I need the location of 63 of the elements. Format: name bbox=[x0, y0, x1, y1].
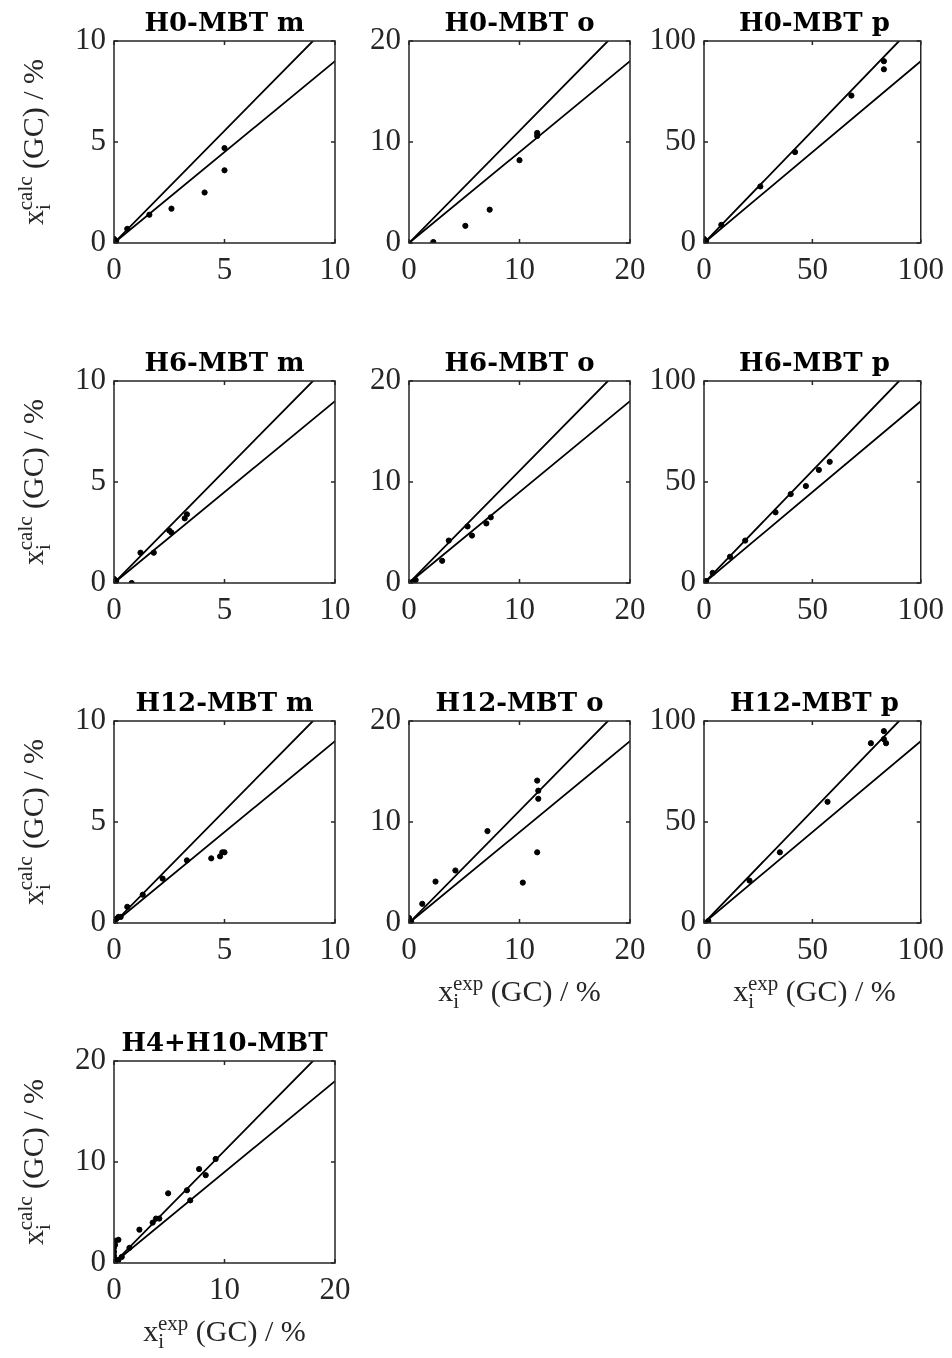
y-tick-label: 0 bbox=[385, 903, 401, 939]
y-tick-label: 20 bbox=[370, 361, 401, 397]
x-tick-label: 5 bbox=[216, 930, 233, 966]
y-tick-label: 10 bbox=[75, 21, 106, 57]
y-tick-label: 100 bbox=[649, 701, 696, 737]
y-tick-label: 50 bbox=[665, 802, 696, 838]
y-tick-label: 50 bbox=[665, 462, 696, 498]
x-tick-label: 10 bbox=[319, 250, 351, 286]
y-tick-label: 20 bbox=[370, 21, 401, 57]
y-tick-label: 10 bbox=[75, 1142, 106, 1178]
chart-title: H12-MBT o bbox=[435, 687, 604, 717]
chart-title: H0-MBT p bbox=[739, 7, 890, 37]
y-tick-label: 10 bbox=[370, 462, 401, 498]
y-tick-label: 0 bbox=[385, 223, 401, 259]
x-tick-label: 10 bbox=[504, 590, 535, 626]
x-axis-title: x$_{i}$$^{exp}$ (GC) / % bbox=[733, 971, 896, 1013]
x-tick-label: 10 bbox=[209, 1270, 240, 1306]
x-tick-label: 5 bbox=[216, 590, 233, 626]
x-tick-label: 100 bbox=[897, 250, 944, 286]
chart-title: H6-MBT p bbox=[739, 347, 890, 377]
x-tick-label: 50 bbox=[796, 930, 828, 966]
x-tick-label: 10 bbox=[504, 930, 535, 966]
x-axis-title: x$_{i}$$^{exp}$ (GC) / % bbox=[143, 1311, 306, 1353]
x-axis-title: x$_{i}$$^{exp}$ (GC) / % bbox=[438, 971, 601, 1013]
x-tick-label: 10 bbox=[319, 930, 351, 966]
y-tick-label: 0 bbox=[680, 903, 696, 939]
y-tick-label: 20 bbox=[75, 1041, 106, 1077]
chart-title: H12-MBT m bbox=[135, 687, 314, 717]
chart-title: H4+H10-MBT bbox=[121, 1027, 328, 1057]
chart-title: H0-MBT o bbox=[444, 7, 595, 37]
chart-title: H6-MBT o bbox=[444, 347, 595, 377]
y-tick-label: 10 bbox=[75, 701, 106, 737]
chart-title: H6-MBT m bbox=[144, 347, 305, 377]
y-tick-label: 0 bbox=[385, 563, 401, 599]
y-tick-label: 10 bbox=[370, 802, 401, 838]
y-tick-label: 100 bbox=[649, 21, 696, 57]
chart-title: H12-MBT p bbox=[730, 687, 899, 717]
x-tick-label: 100 bbox=[897, 590, 944, 626]
y-tick-label: 20 bbox=[370, 701, 401, 737]
y-tick-label: 10 bbox=[75, 361, 106, 397]
chart-title: H0-MBT m bbox=[144, 7, 305, 37]
x-tick-label: 20 bbox=[614, 930, 646, 966]
y-tick-label: 5 bbox=[90, 122, 106, 158]
x-tick-label: 10 bbox=[319, 590, 351, 626]
x-tick-label: 50 bbox=[796, 590, 828, 626]
y-tick-label: 5 bbox=[90, 802, 106, 838]
x-tick-label: 5 bbox=[216, 250, 233, 286]
y-tick-label: 10 bbox=[370, 122, 401, 158]
y-tick-label: 100 bbox=[649, 361, 696, 397]
y-tick-label: 0 bbox=[90, 1243, 106, 1279]
x-tick-label: 10 bbox=[504, 250, 535, 286]
x-tick-label: 20 bbox=[319, 1270, 351, 1306]
y-tick-label: 0 bbox=[90, 563, 106, 599]
y-tick-label: 0 bbox=[90, 223, 106, 259]
x-tick-label: 20 bbox=[614, 590, 646, 626]
x-tick-label: 100 bbox=[897, 930, 944, 966]
y-tick-label: 50 bbox=[665, 122, 696, 158]
x-tick-label: 20 bbox=[614, 250, 646, 286]
y-tick-label: 0 bbox=[680, 223, 696, 259]
y-tick-label: 0 bbox=[680, 563, 696, 599]
y-tick-label: 0 bbox=[90, 903, 106, 939]
x-tick-label: 50 bbox=[796, 250, 828, 286]
y-tick-label: 5 bbox=[90, 462, 106, 498]
